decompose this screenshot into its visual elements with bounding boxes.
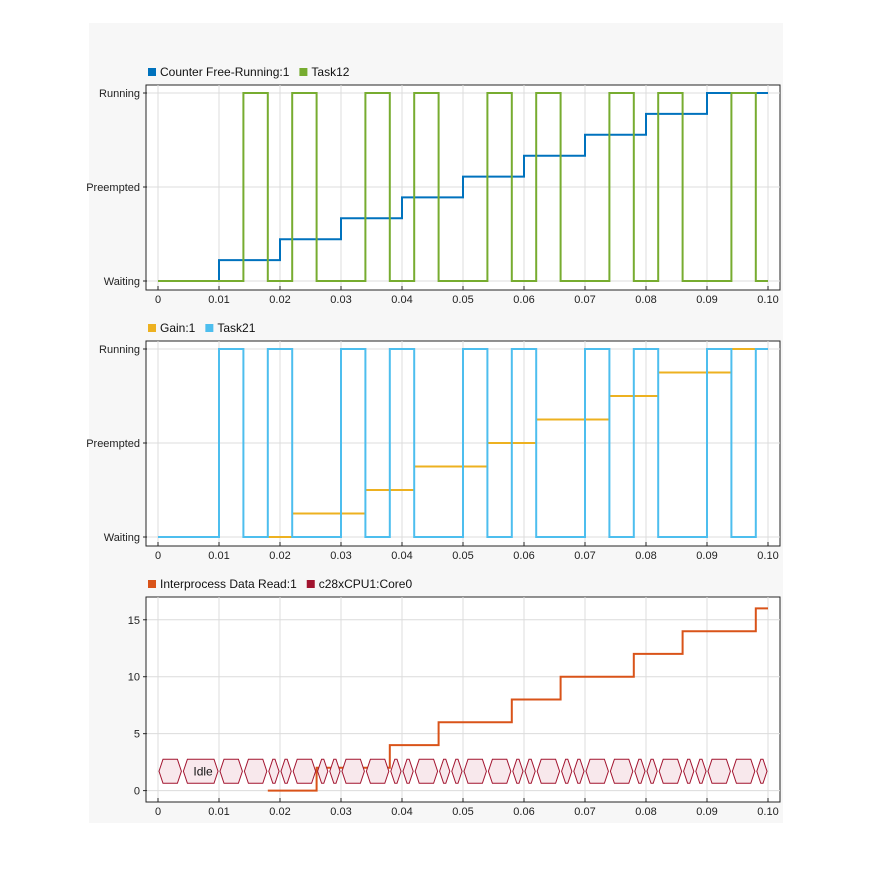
legend-swatch	[306, 580, 315, 588]
series-c28xcpu1-core0-segment	[390, 758, 402, 784]
y-tick-label: Running	[99, 344, 140, 356]
series-c28xcpu1-core0-segment	[414, 758, 439, 784]
legend-label: Counter Free-Running:1	[160, 65, 290, 79]
x-tick-label: 0.07	[574, 294, 595, 306]
x-tick-label: 0.09	[696, 294, 717, 306]
series-c28xcpu1-core0-segment	[585, 758, 609, 784]
x-tick-label: 0.02	[269, 550, 290, 562]
series-c28xcpu1-core0-segment	[756, 758, 768, 784]
x-tick-label: 0.03	[330, 806, 351, 818]
series-c28xcpu1-core0-segment	[280, 758, 292, 784]
legend-swatch	[148, 580, 156, 588]
y-tick-label: Waiting	[104, 276, 140, 288]
series-task12-line	[158, 92, 768, 282]
y-tick-label: 5	[134, 729, 140, 741]
y-tick-label: 15	[128, 615, 140, 627]
series-c28xcpu1-core0-segment	[707, 758, 731, 784]
x-tick-label: 0	[155, 550, 161, 562]
y-tick-label: Waiting	[104, 532, 140, 544]
x-tick-label: 0.10	[757, 806, 778, 818]
y-tick-label: Preempted	[86, 182, 140, 194]
series-c28xcpu1-core0-segment	[268, 758, 280, 784]
x-tick-label: 0.01	[208, 294, 229, 306]
series-c28xcpu1-core0-segment	[243, 758, 268, 784]
series-counter-free-running-1-line	[158, 92, 768, 282]
series-c28xcpu1-core0-segment	[695, 758, 707, 784]
x-tick-label: 0.02	[269, 806, 290, 818]
series-c28xcpu1-core0-segment	[487, 758, 512, 784]
x-tick-label: 0.08	[635, 806, 656, 818]
series-c28xcpu1-core0-segment	[402, 758, 414, 784]
series-c28xcpu1-core0-segment	[573, 758, 585, 784]
x-tick-label: 0.03	[330, 550, 351, 562]
series-c28xcpu1-core0-segment	[439, 758, 451, 784]
x-tick-label: 0.06	[513, 550, 534, 562]
x-tick-label: 0.05	[452, 806, 473, 818]
series-c28xcpu1-core0-segment	[317, 758, 329, 784]
legend-swatch	[148, 324, 156, 332]
x-tick-label: 0.04	[391, 806, 412, 818]
series-c28xcpu1-core0-segment	[731, 758, 756, 784]
series-c28xcpu1-core0-segment	[683, 758, 695, 784]
x-tick-label: 0.05	[452, 550, 473, 562]
series-c28xcpu1-core0-segment	[158, 758, 182, 784]
x-tick-label: 0.04	[391, 294, 412, 306]
x-tick-label: 0.10	[757, 294, 778, 306]
series-c28xcpu1-core0-segment	[646, 758, 658, 784]
series-c28xcpu1-core0-segment	[609, 758, 634, 784]
x-tick-label: 0.06	[513, 806, 534, 818]
x-tick-label: 0.08	[635, 550, 656, 562]
series-c28xcpu1-core0-segment	[524, 758, 536, 784]
series-c28xcpu1-core0-segment	[365, 758, 390, 784]
chart-3: 0 0.01 0.02 0.03 0.04 0.05 0.06 0.07 0.08 0.09 0.1…	[128, 577, 781, 818]
series-task21-line	[158, 348, 768, 538]
x-tick-label: 0.06	[513, 294, 534, 306]
legend-label: Interprocess Data Read:1	[160, 577, 297, 591]
x-tick-label: 0.07	[574, 550, 595, 562]
chart-1: 0 0.01 0.02 0.03 0.04 0.05 0.06 0.07 0.08 0.09 0.1…	[86, 65, 781, 306]
series-c28xcpu1-core0-segment	[451, 758, 463, 784]
x-tick-label: 0.04	[391, 550, 412, 562]
legend-label: c28xCPU1:Core0	[319, 577, 413, 591]
legend-swatch	[205, 324, 214, 332]
series-c28xcpu1-core0-segment	[561, 758, 573, 784]
x-tick-label: 0.01	[208, 550, 229, 562]
x-tick-label: 0.02	[269, 294, 290, 306]
x-tick-label: 0.08	[635, 294, 656, 306]
y-tick-label: Running	[99, 88, 140, 100]
series-c28xcpu1-core0-segment	[182, 758, 219, 784]
legend-label: Task21	[217, 321, 255, 335]
x-tick-label: 0.01	[208, 806, 229, 818]
legend-swatch	[299, 68, 308, 76]
y-tick-label: 10	[128, 672, 140, 684]
legend-label: Gain:1	[160, 321, 196, 335]
legend-swatch	[148, 68, 156, 76]
series-c28xcpu1-core0-segment	[292, 758, 317, 784]
x-tick-label: 0.07	[574, 806, 595, 818]
series-c28xcpu1-core0-segment	[658, 758, 683, 784]
series-c28xcpu1-core0-segment	[341, 758, 365, 784]
legend-label: Task12	[311, 65, 349, 79]
x-tick-label: 0.10	[757, 550, 778, 562]
series-c28xcpu1-core0-segment	[512, 758, 524, 784]
y-tick-label: 0	[134, 786, 140, 798]
series-c28xcpu1-core0-segment	[219, 758, 243, 784]
x-tick-label: 0.05	[452, 294, 473, 306]
timeline-state-label: Idle	[193, 764, 213, 778]
series-c28xcpu1-core0-segment	[634, 758, 646, 784]
series-c28xcpu1-core0-segment	[329, 758, 341, 784]
chart-2: 0 0.01 0.02 0.03 0.04 0.05 0.06 0.07 0.08 0.09 0.1…	[86, 321, 781, 562]
x-tick-label: 0.03	[330, 294, 351, 306]
x-tick-label: 0	[155, 806, 161, 818]
series-c28xcpu1-core0-segment	[463, 758, 487, 784]
y-tick-label: Preempted	[86, 438, 140, 450]
x-tick-label: 0	[155, 294, 161, 306]
x-tick-label: 0.09	[696, 550, 717, 562]
series-c28xcpu1-core0-segment	[536, 758, 561, 784]
x-tick-label: 0.09	[696, 806, 717, 818]
